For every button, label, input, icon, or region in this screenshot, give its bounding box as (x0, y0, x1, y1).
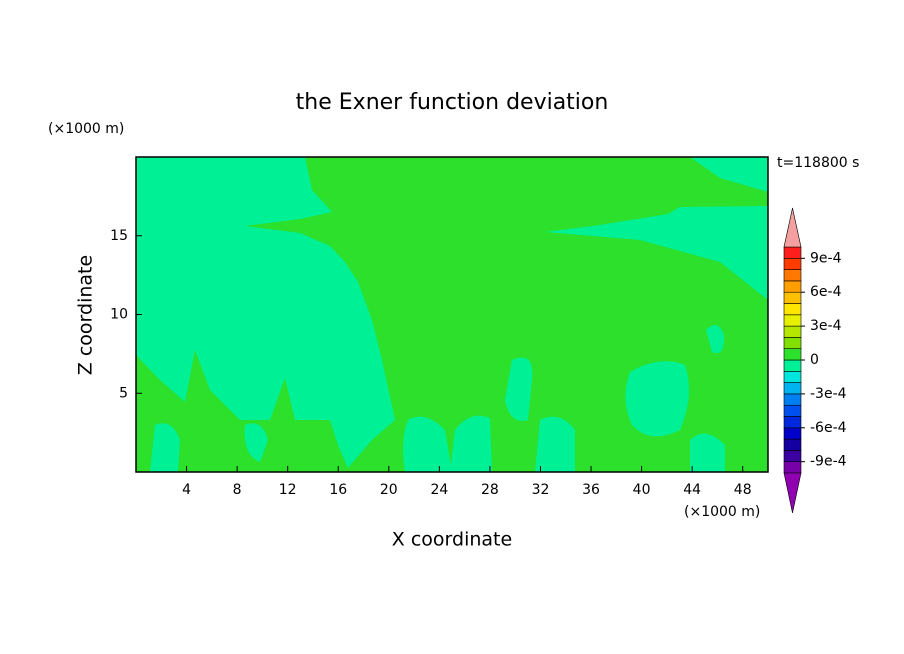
colorbar-tick-label: -6e-4 (810, 420, 847, 436)
x-tick-label: 16 (329, 482, 347, 498)
contour-region (706, 325, 725, 354)
colorbar-bin (783, 246, 802, 259)
colorbar-bin (783, 314, 802, 327)
x-tick-label: 20 (380, 482, 398, 498)
colorbar-bin (783, 325, 802, 338)
colorbar-bin (783, 303, 802, 316)
colorbar-bin (783, 416, 802, 429)
colorbar-bin (783, 393, 802, 406)
chart-title: the Exner function deviation (296, 90, 609, 115)
y-tick-label: 15 (110, 228, 128, 244)
colorbar-extend-under (783, 472, 802, 514)
time-label: t=118800 s (777, 155, 859, 171)
colorbar-bin (783, 359, 802, 372)
colorbar-tick-label: -3e-4 (810, 386, 847, 402)
colorbar-bin (783, 269, 802, 282)
contour-region (403, 416, 452, 472)
x-unit: (×1000 m) (684, 504, 760, 520)
colorbar-bin (783, 370, 802, 383)
colorbar-tick-label: 6e-4 (810, 284, 842, 300)
x-tick-label: 40 (633, 482, 651, 498)
x-tick-label: 44 (683, 482, 701, 498)
contour-region (150, 423, 180, 472)
colorbar-bin (783, 404, 802, 417)
contour-region (450, 415, 492, 472)
colorbar-tick-label: 9e-4 (810, 250, 842, 266)
x-axis-label: X coordinate (392, 529, 512, 551)
y-axis-label: Z coordinate (75, 255, 97, 375)
x-tick-label: 12 (279, 482, 297, 498)
contour-region (505, 357, 533, 421)
colorbar-tick-label: 0 (810, 352, 819, 368)
colorbar-extend-over (783, 207, 802, 248)
colorbar-bin (783, 382, 802, 395)
contour-field (136, 157, 768, 472)
colorbar-bin (783, 257, 802, 270)
colorbar-bin (783, 461, 802, 474)
y-unit: (×1000 m) (48, 121, 124, 137)
contour-region (690, 433, 725, 472)
colorbar-bin (783, 438, 802, 451)
colorbar-bin (783, 450, 802, 462)
colorbar-tick-label: -9e-4 (810, 454, 847, 470)
y-tick-label: 5 (119, 385, 128, 401)
colorbar-bin (783, 291, 802, 304)
contour-region (136, 157, 768, 472)
contour-region (244, 423, 268, 462)
x-tick-label: 4 (182, 482, 191, 498)
x-tick-label: 36 (582, 482, 600, 498)
contour-region (625, 361, 689, 437)
x-tick-label: 32 (532, 482, 550, 498)
colorbar-bin (783, 280, 802, 293)
colorbar-bin (783, 348, 802, 361)
colorbar-bin (783, 427, 802, 440)
contour-region (535, 416, 575, 472)
y-tick-label: 10 (110, 307, 128, 323)
x-tick-label: 24 (430, 482, 448, 498)
colorbar-bin (783, 337, 802, 349)
colorbar-tick-label: 3e-4 (810, 318, 842, 334)
x-tick-label: 48 (734, 482, 752, 498)
x-tick-label: 28 (481, 482, 499, 498)
x-tick-label: 8 (233, 482, 242, 498)
